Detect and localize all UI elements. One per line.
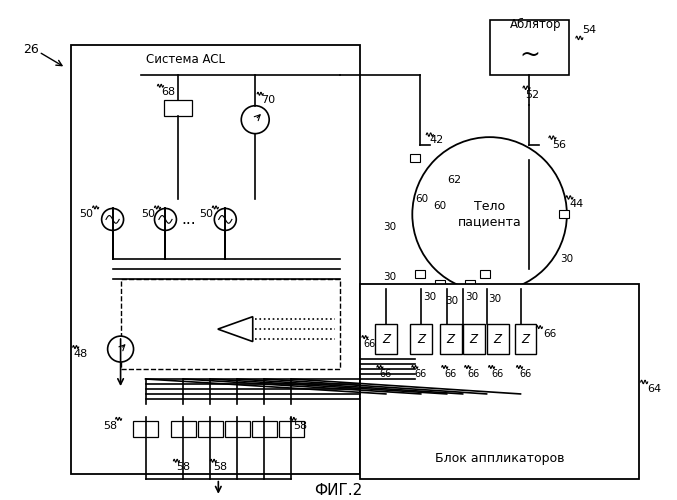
Text: 60: 60 <box>433 202 446 211</box>
Text: 56: 56 <box>552 140 567 149</box>
Text: 30: 30 <box>423 292 436 302</box>
Circle shape <box>102 208 124 231</box>
Bar <box>410 154 420 162</box>
Text: 30: 30 <box>488 294 501 304</box>
Text: 48: 48 <box>74 349 88 359</box>
Text: 58: 58 <box>293 421 307 431</box>
Text: 30: 30 <box>560 254 573 264</box>
Text: Z: Z <box>521 332 529 345</box>
Text: 52: 52 <box>525 90 540 100</box>
Bar <box>435 280 445 288</box>
Text: ...: ... <box>181 212 196 227</box>
Polygon shape <box>218 316 253 342</box>
Bar <box>225 421 250 437</box>
Text: Система ACL: Система ACL <box>146 54 225 66</box>
Text: ФИГ.2: ФИГ.2 <box>314 483 362 498</box>
Text: 30: 30 <box>383 272 397 282</box>
Text: Z: Z <box>417 332 424 345</box>
Text: 30: 30 <box>383 222 397 232</box>
Text: 66: 66 <box>468 369 480 379</box>
Text: 58: 58 <box>104 421 118 431</box>
Text: ~: ~ <box>519 43 540 67</box>
Bar <box>450 285 460 293</box>
Circle shape <box>108 336 133 362</box>
Text: 30: 30 <box>445 296 458 306</box>
Text: 66: 66 <box>414 369 427 379</box>
Text: Аблятор: Аблятор <box>510 18 561 32</box>
Text: 58: 58 <box>213 462 227 471</box>
Bar <box>515 324 536 354</box>
Text: 44: 44 <box>569 200 584 209</box>
Text: 66: 66 <box>492 369 504 379</box>
Text: Z: Z <box>494 332 502 345</box>
Bar <box>133 421 158 437</box>
Circle shape <box>241 106 269 134</box>
Text: 62: 62 <box>447 174 462 184</box>
Text: 64: 64 <box>647 384 661 394</box>
Text: 50: 50 <box>141 210 156 220</box>
Bar <box>121 279 340 369</box>
Bar <box>559 210 569 218</box>
Text: Тело
пациента: Тело пациента <box>458 200 521 228</box>
Bar <box>464 280 475 288</box>
Text: 66: 66 <box>445 369 457 379</box>
Bar <box>70 45 360 474</box>
Text: 50: 50 <box>80 210 93 220</box>
Bar <box>198 421 223 437</box>
Text: 66: 66 <box>364 339 376 349</box>
Text: 66: 66 <box>543 329 556 339</box>
Text: 26: 26 <box>23 44 39 57</box>
Bar <box>487 324 508 354</box>
Text: 30: 30 <box>465 292 478 302</box>
Bar <box>279 421 303 437</box>
Bar <box>440 324 462 354</box>
Text: 58: 58 <box>176 462 190 471</box>
Text: Блок аппликаторов: Блок аппликаторов <box>435 452 565 466</box>
Text: 66: 66 <box>380 369 392 379</box>
Text: 68: 68 <box>161 87 175 97</box>
Bar <box>410 324 432 354</box>
Text: Z: Z <box>447 332 455 345</box>
Text: 70: 70 <box>261 94 276 104</box>
Text: 50: 50 <box>199 210 213 220</box>
Ellipse shape <box>412 137 567 292</box>
Text: Z: Z <box>382 332 390 345</box>
Bar <box>171 421 196 437</box>
Circle shape <box>154 208 177 231</box>
Bar <box>375 324 397 354</box>
Bar <box>165 100 192 116</box>
Bar <box>479 270 489 278</box>
Bar <box>360 284 639 478</box>
Circle shape <box>215 208 236 231</box>
Bar <box>462 324 485 354</box>
Bar <box>415 270 424 278</box>
Text: 42: 42 <box>430 134 444 144</box>
Text: Z: Z <box>470 332 478 345</box>
Text: 66: 66 <box>519 369 531 379</box>
Text: 54: 54 <box>582 25 596 35</box>
Bar <box>252 421 277 437</box>
Text: 60: 60 <box>415 194 429 204</box>
Bar <box>489 20 569 75</box>
